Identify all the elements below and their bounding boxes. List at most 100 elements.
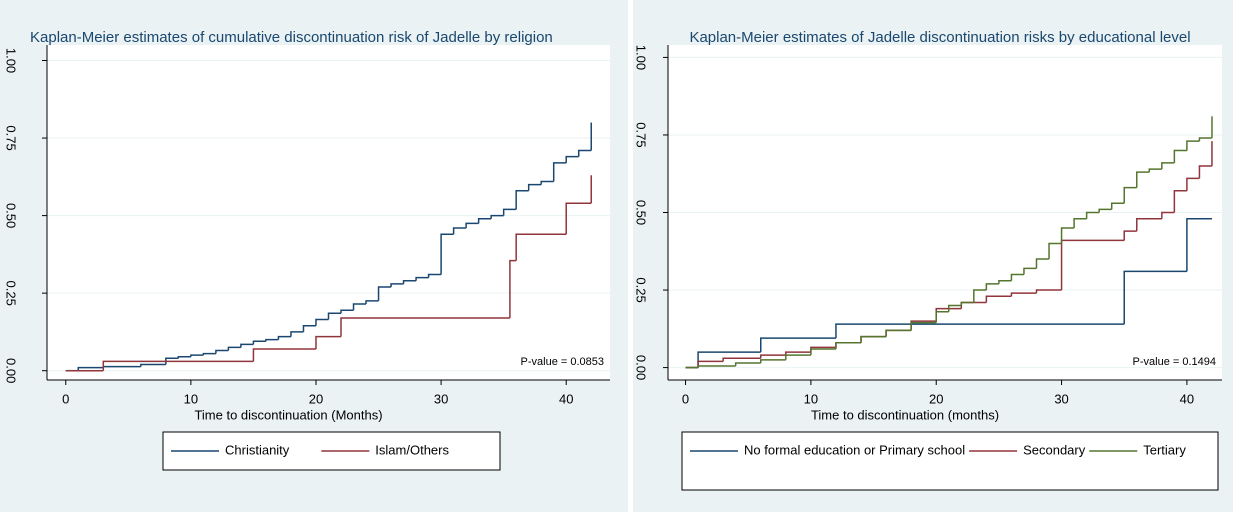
survival-step: [252, 340, 266, 345]
survival-step: [540, 180, 554, 185]
survival-step: [785, 354, 811, 360]
survival-step: [1186, 177, 1200, 191]
x-tick-label: 20: [309, 391, 323, 406]
survival-step: [177, 355, 191, 359]
survival-step: [722, 357, 761, 362]
legend-label: Secondary: [1023, 442, 1086, 457]
x-tick-label: 40: [559, 391, 573, 406]
survival-step: [998, 279, 1012, 284]
survival-step: [365, 300, 379, 305]
survival-step: [1186, 217, 1212, 272]
y-tick-label: 0.00: [634, 355, 649, 380]
x-tick-label: 20: [929, 391, 943, 406]
x-tick-label: 10: [184, 391, 198, 406]
survival-step: [402, 279, 417, 284]
y-tick-label: 0.25: [634, 277, 649, 302]
survival-step: [502, 208, 517, 216]
survival-step: [102, 360, 254, 371]
survival-step: [465, 222, 479, 229]
survival-step: [1173, 190, 1187, 213]
survival-step: [202, 352, 216, 356]
survival-step: [885, 329, 912, 337]
survival-step: [1010, 273, 1024, 281]
legend-label: Christianity: [225, 442, 290, 457]
survival-step: [1198, 137, 1212, 142]
y-tick-label: 0.75: [4, 125, 19, 150]
survival-step: [1085, 211, 1100, 219]
survival-step: [315, 318, 329, 326]
survival-step: [515, 233, 567, 261]
survival-step: [552, 162, 567, 182]
survival-step: [509, 259, 517, 318]
survival-step: [1035, 258, 1050, 269]
survival-step: [265, 338, 279, 342]
survival-step: [515, 190, 529, 210]
x-tick-label: 30: [1054, 391, 1068, 406]
x-tick-label: 0: [682, 391, 689, 406]
x-tick-label: 30: [434, 391, 448, 406]
survival-step: [190, 354, 204, 357]
survival-step: [1186, 140, 1200, 151]
survival-step: [327, 312, 342, 320]
survival-step: [527, 183, 542, 191]
survival-step: [252, 348, 316, 362]
survival-step: [1123, 270, 1187, 325]
survival-step: [760, 337, 836, 353]
survival-step: [835, 342, 862, 349]
chart-title: Kaplan-Meier estimates of Jadelle discon…: [689, 29, 1190, 46]
survival-step: [577, 149, 592, 157]
survival-step: [565, 155, 579, 163]
survival-step: [760, 354, 786, 359]
survival-step: [935, 311, 949, 323]
survival-step: [734, 362, 761, 367]
survival-step: [415, 276, 429, 281]
survival-step: [985, 295, 1012, 303]
survival-step: [1136, 217, 1162, 232]
survival-step: [377, 286, 392, 301]
survival-step: [1110, 202, 1125, 210]
survival-step: [760, 359, 786, 363]
x-axis-label: Time to discontinuation (Months): [194, 407, 382, 422]
survival-step: [352, 303, 367, 311]
survival-step: [302, 324, 316, 332]
survival-step: [390, 283, 404, 287]
plot-area: [47, 45, 610, 380]
survival-step: [810, 348, 836, 356]
chart-title: Kaplan-Meier estimates of cumulative dis…: [30, 29, 553, 46]
survival-step: [910, 321, 937, 331]
survival-step: [973, 289, 987, 303]
survival-step: [227, 346, 241, 351]
survival-step: [490, 214, 504, 219]
survival-step: [1173, 149, 1187, 163]
legend-label: No formal education or Primary school: [744, 442, 965, 457]
y-tick-label: 0.25: [4, 280, 19, 305]
survival-step: [1123, 230, 1137, 241]
survival-step: [477, 217, 492, 224]
survival-step: [985, 283, 999, 291]
survival-step: [1198, 165, 1212, 179]
survival-step: [785, 351, 811, 356]
survival-step: [440, 233, 454, 275]
survival-step: [1136, 171, 1150, 188]
x-tick-label: 40: [1180, 391, 1194, 406]
survival-step: [565, 202, 592, 235]
survival-step: [1148, 168, 1162, 173]
survival-step: [340, 309, 354, 314]
survival-step: [697, 365, 736, 368]
y-tick-label: 0.00: [4, 358, 19, 383]
survival-step: [140, 363, 166, 367]
survival-step: [240, 343, 254, 348]
survival-step: [1161, 211, 1175, 219]
survival-step: [77, 366, 104, 371]
survival-step: [1048, 242, 1062, 260]
survival-step: [427, 273, 442, 278]
y-tick-label: 0.50: [4, 203, 19, 228]
survival-step: [315, 335, 342, 349]
x-tick-label: 0: [62, 391, 69, 406]
y-tick-label: 0.50: [634, 200, 649, 225]
survival-step: [452, 227, 467, 235]
legend-label: Tertiary: [1143, 442, 1186, 457]
survival-step: [165, 357, 179, 365]
y-tick-label: 0.75: [634, 122, 649, 147]
